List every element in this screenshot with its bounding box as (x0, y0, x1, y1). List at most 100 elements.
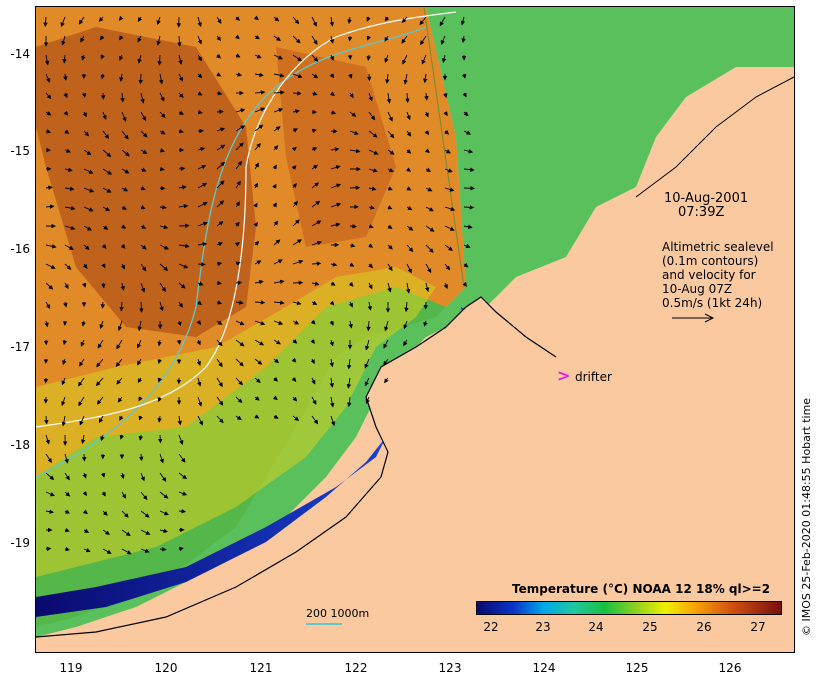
velocity-arrow (60, 16, 66, 28)
colorbar-tick: 26 (696, 620, 712, 634)
velocity-arrow (115, 358, 123, 368)
velocity-arrow (121, 130, 129, 140)
x-tick-label: 122 (344, 661, 368, 675)
velocity-arrow (45, 73, 51, 83)
velocity-arrow (273, 358, 279, 364)
velocity-arrow (64, 186, 75, 192)
velocity-arrow (311, 396, 317, 405)
velocity-arrow (349, 130, 359, 135)
velocity-arrow (311, 220, 322, 227)
velocity-arrow (254, 90, 266, 95)
velocity-arrow (64, 472, 70, 481)
velocity-arrow (273, 320, 284, 325)
velocity-arrow (254, 260, 262, 265)
velocity-arrow (61, 415, 67, 427)
velocity-arrow (95, 377, 104, 387)
velocity-arrow (197, 300, 203, 306)
velocity-arrow (81, 92, 87, 98)
velocity-arrow (424, 130, 430, 136)
velocity-arrow (97, 339, 104, 349)
velocity-arrow (384, 35, 389, 42)
velocity-arrow (102, 206, 111, 212)
velocity-arrow (121, 187, 129, 192)
velocity-arrow (401, 16, 408, 23)
velocity-arrow (406, 167, 412, 172)
velocity-arrow (463, 243, 471, 249)
velocity-arrow (444, 244, 453, 251)
velocity-arrow (156, 16, 161, 26)
velocity-arrow (119, 415, 124, 421)
velocity-arrow (329, 16, 335, 27)
velocity-arrow (292, 35, 301, 44)
velocity-arrow (120, 282, 125, 291)
velocity-arrow (100, 434, 105, 442)
velocity-arrow (197, 182, 208, 189)
velocity-arrow (119, 54, 124, 61)
velocity-arrow (272, 183, 277, 189)
velocity-arrow (421, 54, 427, 65)
velocity-arrow (159, 528, 168, 534)
velocity-arrow (235, 180, 241, 189)
y-tick-label: -17 (10, 340, 30, 354)
velocity-arrow (463, 167, 475, 172)
y-tick-label: -14 (10, 47, 30, 61)
velocity-arrow (254, 107, 266, 113)
velocity-arrow (254, 377, 261, 383)
velocity-arrow (197, 16, 202, 28)
velocity-arrow (368, 130, 378, 138)
colorbar-tick: 23 (535, 620, 551, 634)
velocity-arrow (420, 35, 427, 46)
velocity-arrow (292, 54, 302, 62)
velocity-arrow (197, 91, 203, 96)
velocity-arrow (368, 263, 374, 269)
contour-key-label: 200 1000m (306, 607, 370, 620)
velocity-arrow (348, 301, 353, 308)
sst-map-image (36, 7, 794, 652)
velocity-arrow (79, 358, 85, 367)
velocity-arrow (310, 319, 316, 325)
velocity-arrow (424, 111, 429, 118)
altimetry-line: Altimetric sealevel (662, 240, 774, 254)
altimetry-line: 10-Aug 07Z (662, 282, 733, 296)
velocity-arrow (235, 320, 245, 326)
velocity-arrow (406, 111, 411, 121)
velocity-arrow (461, 73, 467, 79)
velocity-arrow (62, 358, 67, 365)
velocity-arrow (178, 301, 183, 308)
velocity-arrow (45, 491, 55, 497)
velocity-arrow (462, 281, 467, 287)
velocity-arrow (82, 509, 88, 515)
velocity-arrow (348, 320, 353, 329)
velocity-arrow (254, 396, 260, 401)
velocity-arrow (159, 148, 165, 153)
velocity-scale-arrow (672, 313, 715, 323)
velocity-arrow (102, 187, 112, 193)
velocity-arrow (273, 16, 280, 22)
velocity-arrow (235, 142, 244, 151)
velocity-arrow (178, 434, 184, 445)
velocity-arrow (368, 224, 374, 229)
velocity-arrow (158, 73, 164, 85)
velocity-arrow (235, 221, 240, 227)
velocity-arrow (235, 53, 241, 58)
velocity-arrow (405, 92, 410, 104)
velocity-arrow (273, 108, 284, 113)
velocity-arrow (64, 263, 72, 270)
velocity-arrow (403, 339, 408, 347)
velocity-arrow (330, 110, 337, 115)
velocity-arrow (45, 92, 52, 100)
velocity-arrow (119, 434, 125, 440)
velocity-arrow (463, 130, 471, 135)
velocity-arrow (368, 168, 378, 173)
velocity-arrow (406, 282, 411, 294)
velocity-arrow (311, 128, 317, 134)
velocity-arrow (177, 35, 182, 47)
velocity-arrow (178, 110, 184, 115)
velocity-arrow (45, 282, 54, 290)
velocity-arrow (178, 491, 188, 496)
velocity-arrow (311, 182, 319, 189)
velocity-arrow (102, 529, 110, 535)
x-tick-label: 123 (438, 661, 462, 675)
velocity-arrow (140, 282, 146, 293)
velocity-arrow (254, 142, 261, 151)
